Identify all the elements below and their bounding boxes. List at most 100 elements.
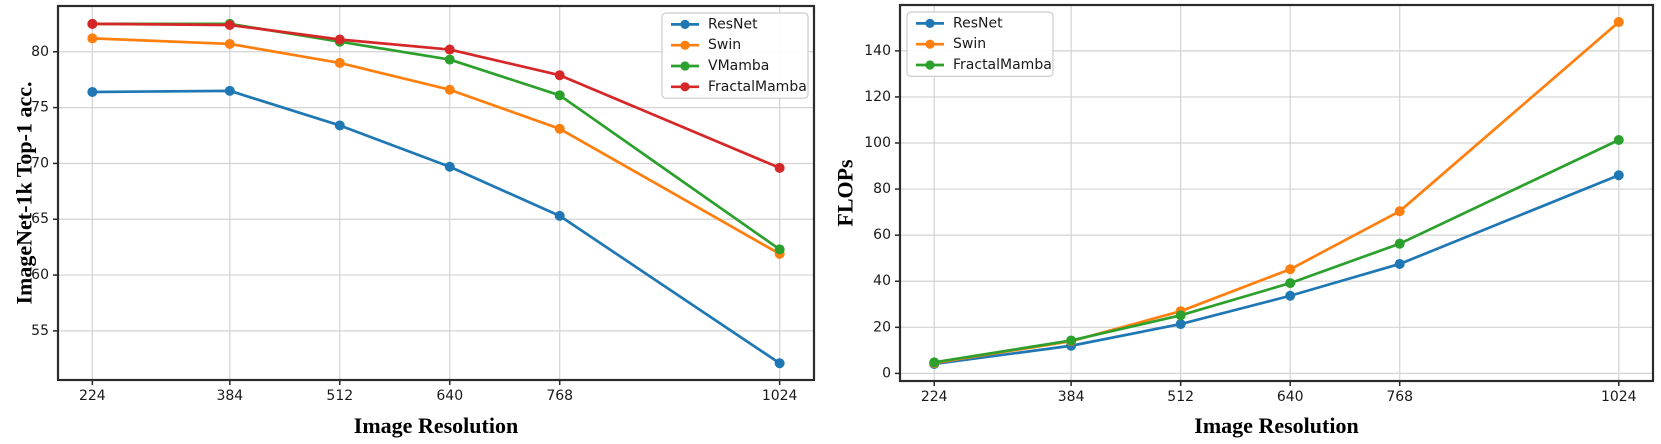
x-tick-label: 224 [79,388,106,404]
legend: ResNet Swin VMamba FractalMamba [661,12,809,99]
legend-item-Swin: Swin [671,37,741,53]
y-tick-label: 0 [882,365,891,381]
flops-chart-svg: 224 384 512 640 768 1024 0 20 40 60 80 100 120 140 Res… [835,3,1655,438]
data-point-ResNet-768 [554,210,565,221]
legend-marker [925,39,935,49]
y-tick-label: 80 [31,44,49,60]
legend-marker [925,60,935,70]
y-axis-label: ImageNet-1k Top-1 acc. [12,81,37,304]
series-line-ResNet [932,173,1621,366]
x-tick-label: 1024 [762,388,798,404]
accuracy-vs-resolution-chart: 224 384 512 640 768 1024 55 60 65 70 75 80 ResNet Swi… [12,4,816,438]
series-line-FractalMamba [91,22,781,170]
y-axis-label: FLOPs [835,159,858,227]
accuracy-chart-svg: 224 384 512 640 768 1024 55 60 65 70 75 80 ResNet Swi… [12,4,816,438]
data-point-ResNet-512 [334,120,345,131]
data-point-ResNet-1024 [1613,170,1624,181]
legend-marker [925,18,935,28]
data-point-ResNet-512 [1175,319,1186,330]
legend-item-FractalMamba: FractalMamba [916,57,1052,73]
data-point-FractalMamba-1024 [774,162,785,173]
data-point-Swin-768 [554,123,565,134]
y-tick-label: 120 [864,89,891,105]
x-tick-label: 640 [436,388,463,404]
y-tick-label: 70 [31,155,49,171]
y-tick-label: 80 [873,181,891,197]
series-line-FractalMamba [932,138,1621,364]
y-tick-label: 65 [31,211,49,227]
x-axis-label: Image Resolution [354,413,518,438]
legend-item-Swin: Swin [916,36,986,52]
x-tick-label: 768 [1386,389,1413,405]
data-point-VMamba-1024 [774,244,785,255]
legend-label: Swin [953,36,986,52]
data-point-ResNet-1024 [774,358,785,369]
y-tick-label: 60 [873,227,891,243]
legend-marker [680,82,690,92]
legend-item-ResNet: ResNet [671,16,758,32]
data-point-FractalMamba-384 [224,19,235,30]
y-tick-label: 40 [873,273,891,289]
legend-marker [680,19,690,29]
x-axis-label: Image Resolution [1194,413,1358,438]
data-point-ResNet-768 [1394,258,1405,269]
flops-vs-resolution-chart: 224 384 512 640 768 1024 0 20 40 60 80 100 120 140 Res… [835,0,1661,444]
y-tick-label: 75 [31,100,49,116]
x-tick-label: 1024 [1601,389,1637,405]
y-tick-label: 20 [873,319,891,335]
x-tick-label: 384 [216,388,243,404]
legend-marker [680,61,690,71]
data-point-Swin-768 [1394,206,1405,217]
data-point-FractalMamba-768 [1394,238,1405,249]
data-point-FractalMamba-512 [334,34,345,45]
data-point-Swin-224 [87,33,98,44]
y-tick-label: 55 [31,323,49,339]
x-tick-label: 768 [546,388,573,404]
legend-label: ResNet [953,15,1003,31]
data-point-FractalMamba-224 [929,357,940,368]
data-point-ResNet-640 [1285,290,1296,301]
data-point-FractalMamba-640 [1285,278,1296,289]
data-point-Swin-384 [224,38,235,49]
x-tick-label: 384 [1058,389,1085,405]
data-point-FractalMamba-512 [1175,310,1186,321]
legend-label: Swin [708,37,741,53]
legend-label: FractalMamba [953,57,1052,73]
data-point-FractalMamba-768 [554,70,565,81]
data-point-Swin-512 [334,57,345,68]
legend-item-ResNet: ResNet [916,15,1003,31]
legend-label: ResNet [708,16,758,32]
x-tick-label: 512 [1167,389,1194,405]
legend-label: FractalMamba [708,79,807,95]
data-point-ResNet-224 [87,86,98,97]
data-point-Swin-1024 [1613,17,1624,28]
data-point-FractalMamba-224 [87,18,98,29]
data-point-Swin-640 [444,84,455,95]
x-tick-label: 640 [1277,389,1304,405]
legend-box [906,11,1054,78]
data-point-ResNet-640 [444,161,455,172]
data-point-FractalMamba-640 [444,44,455,55]
series-line-Swin [91,37,781,256]
series-line-ResNet [91,89,781,365]
legend-label: VMamba [708,58,769,74]
legend: ResNet Swin FractalMamba [906,11,1054,78]
x-tick-label: 512 [326,388,353,404]
y-tick-label: 100 [864,135,891,151]
data-point-VMamba-768 [554,90,565,101]
data-point-Swin-640 [1285,264,1296,275]
plot-frame [56,4,816,382]
legend-item-FractalMamba: FractalMamba [671,79,807,95]
legend-marker [680,40,690,50]
data-point-FractalMamba-384 [1066,335,1077,346]
data-point-FractalMamba-1024 [1613,135,1624,146]
legend-box [661,12,809,99]
plot-frame [898,3,1655,383]
x-tick-label: 224 [921,389,948,405]
y-tick-label: 60 [31,267,49,283]
data-point-ResNet-384 [224,85,235,96]
data-point-VMamba-640 [444,54,455,65]
legend-item-VMamba: VMamba [671,58,769,74]
y-tick-label: 140 [864,43,891,59]
